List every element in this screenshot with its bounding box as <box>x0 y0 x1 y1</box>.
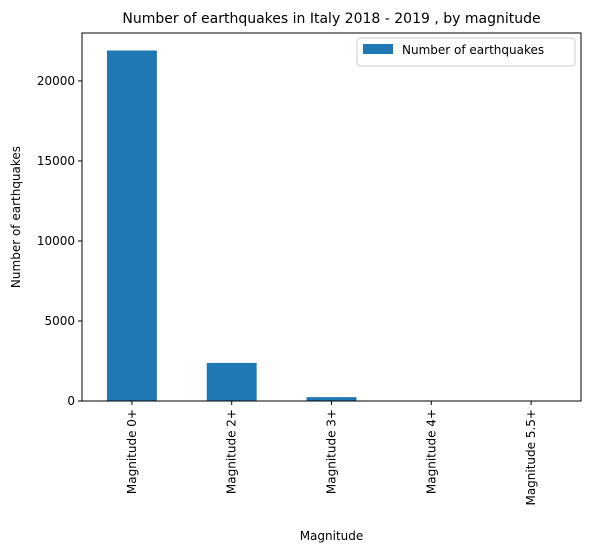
y-tick-label-3: 15000 <box>37 154 75 168</box>
y-axis-label: Number of earthquakes <box>9 146 23 288</box>
chart-title: Number of earthquakes in Italy 2018 - 20… <box>122 11 540 27</box>
legend: Number of earthquakes <box>357 38 575 66</box>
x-tick-label-2: Magnitude 3+ <box>325 409 339 494</box>
x-tick-label-0: Magnitude 0+ <box>125 409 139 494</box>
bars-layer <box>107 51 556 401</box>
y-tick-label-1: 5000 <box>44 314 75 328</box>
x-tick-label-4: Magnitude 5.5+ <box>524 409 538 506</box>
x-axis-ticks: Magnitude 0+ Magnitude 2+ Magnitude 3+ Magn… <box>125 401 538 506</box>
y-tick-label-2: 10000 <box>37 234 75 248</box>
x-axis-label: Magnitude <box>300 529 364 543</box>
bar-1 <box>207 363 257 401</box>
y-tick-label-4: 20000 <box>37 74 75 88</box>
x-tick-label-3: Magnitude 4+ <box>424 409 438 494</box>
legend-swatch <box>363 44 393 54</box>
y-tick-label-0: 0 <box>67 394 75 408</box>
bar-0 <box>107 51 157 401</box>
x-tick-label-1: Magnitude 2+ <box>225 409 239 494</box>
legend-label: Number of earthquakes <box>402 43 544 57</box>
y-axis-ticks: 0 5000 10000 15000 20000 <box>37 74 82 408</box>
bar-2 <box>307 397 357 401</box>
